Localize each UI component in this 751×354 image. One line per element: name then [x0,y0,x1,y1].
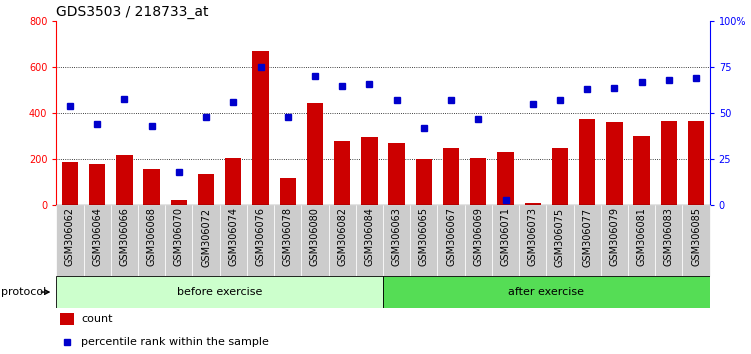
Text: GDS3503 / 218733_at: GDS3503 / 218733_at [56,5,209,19]
Text: GSM306081: GSM306081 [637,207,647,266]
Text: GSM306082: GSM306082 [337,207,347,267]
Bar [198,174,214,205]
Text: GSM306078: GSM306078 [282,207,293,267]
Bar [443,148,459,205]
Text: GSM306085: GSM306085 [691,207,701,267]
Bar [252,51,269,205]
Text: GSM306073: GSM306073 [528,207,538,267]
Bar [437,205,465,276]
Bar [89,164,105,205]
Text: after exercise: after exercise [508,287,584,297]
Text: GSM306077: GSM306077 [582,207,593,267]
Bar [111,205,138,276]
Bar [655,205,683,276]
Bar [661,121,677,205]
Bar [306,103,323,205]
Bar [388,143,405,205]
Text: GSM306068: GSM306068 [146,207,157,266]
Bar [219,205,247,276]
Bar [301,205,328,276]
Bar [165,205,192,276]
Bar [574,205,601,276]
Bar [519,205,546,276]
Bar [492,205,519,276]
Bar [524,203,541,205]
Text: GSM306083: GSM306083 [664,207,674,266]
Bar [56,205,83,276]
Bar [547,205,574,276]
Bar [59,313,74,325]
Text: GSM306067: GSM306067 [446,207,456,267]
Bar [247,205,274,276]
Bar [633,136,650,205]
Bar [56,276,383,308]
Bar [497,152,514,205]
Bar [410,205,437,276]
Text: GSM306062: GSM306062 [65,207,75,267]
Text: GSM306069: GSM306069 [473,207,484,266]
Text: before exercise: before exercise [177,287,262,297]
Bar [606,122,623,205]
Bar [383,276,710,308]
Bar [552,148,568,205]
Bar [361,137,378,205]
Bar [601,205,628,276]
Text: GSM306066: GSM306066 [119,207,129,266]
Text: GSM306076: GSM306076 [255,207,266,267]
Bar [225,158,241,205]
Text: GSM306075: GSM306075 [555,207,565,267]
Text: GSM306072: GSM306072 [201,207,211,267]
Bar [143,169,160,205]
Text: GSM306063: GSM306063 [391,207,402,266]
Bar [579,119,596,205]
Text: GSM306080: GSM306080 [310,207,320,266]
Bar [688,121,704,205]
Bar [83,205,111,276]
Bar [279,178,296,205]
Bar [116,155,132,205]
Bar [62,161,78,205]
Bar [416,159,432,205]
Bar [628,205,655,276]
Text: GSM306064: GSM306064 [92,207,102,266]
Bar [170,200,187,205]
Text: GSM306065: GSM306065 [419,207,429,267]
Bar [328,205,356,276]
Text: percentile rank within the sample: percentile rank within the sample [81,337,269,348]
Bar [274,205,301,276]
Bar [192,205,219,276]
Text: protocol: protocol [1,287,46,297]
Bar [683,205,710,276]
Text: GSM306074: GSM306074 [228,207,238,267]
Bar [356,205,383,276]
Bar [465,205,492,276]
Text: GSM306070: GSM306070 [173,207,184,267]
Text: GSM306084: GSM306084 [364,207,375,266]
Text: count: count [81,314,113,325]
Text: GSM306071: GSM306071 [500,207,511,267]
Text: GSM306079: GSM306079 [609,207,620,267]
Bar [470,158,487,205]
Bar [383,205,410,276]
Bar [334,141,350,205]
Bar [138,205,165,276]
